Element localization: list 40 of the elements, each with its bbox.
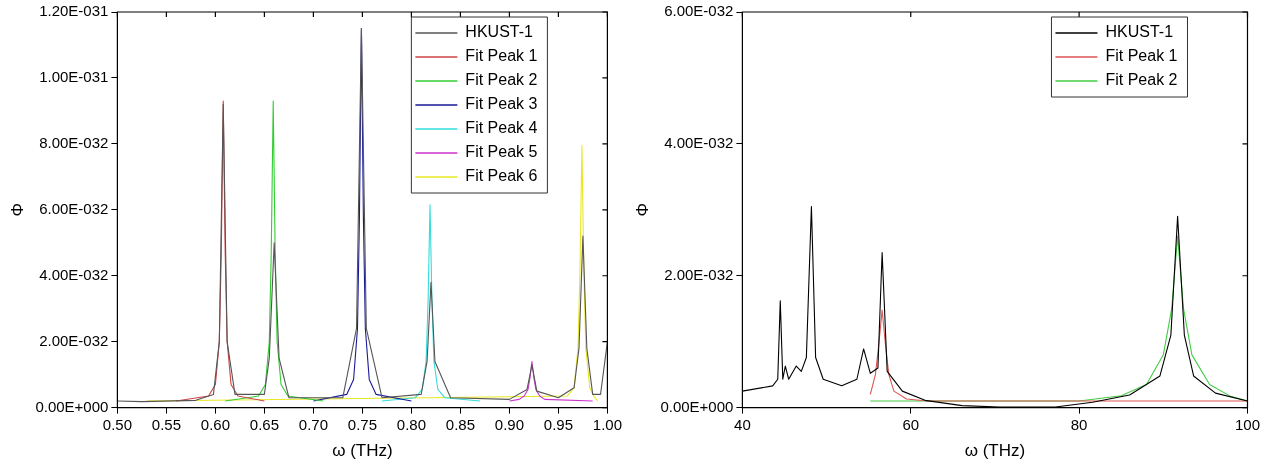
y-tick-label: 6.00E-032: [664, 2, 734, 20]
x-tick-label: 60: [902, 415, 920, 433]
legend-label: Fit Peak 2: [465, 71, 538, 89]
legend-label: Fit Peak 3: [465, 95, 538, 113]
y-tick-label: 4.00E-032: [39, 265, 109, 283]
y-tick-label: 8.00E-032: [39, 134, 109, 152]
x-tick-label: 0.55: [151, 415, 181, 433]
legend-label: Fit Peak 6: [465, 167, 538, 185]
legend-label: Fit Peak 1: [465, 47, 538, 65]
x-tick-label: 0.80: [396, 415, 426, 433]
x-tick-label: 0.95: [543, 415, 573, 433]
x-tick-label: 0.60: [200, 415, 230, 433]
x-tick-label: 0.70: [298, 415, 328, 433]
legend-label: Fit Peak 1: [1105, 47, 1178, 65]
y-tick-label: 2.00E-032: [664, 265, 734, 283]
x-tick-label: 80: [1070, 415, 1088, 433]
y-tick-label: 4.00E-032: [664, 134, 734, 152]
x-tick-label: 0.75: [347, 415, 377, 433]
x-tick-label: 0.85: [445, 415, 475, 433]
x-tick-label: 0.65: [249, 415, 279, 433]
legend-label: Fit Peak 5: [465, 143, 538, 161]
x-tick-label: 1.00: [592, 415, 622, 433]
x-axis-title: ω (THz): [332, 441, 393, 461]
x-tick-label: 100: [1234, 415, 1260, 433]
legend-label: HKUST-1: [1105, 23, 1174, 41]
y-tick-label: 1.20E-031: [39, 2, 109, 20]
legend-label: Fit Peak 2: [1105, 71, 1178, 89]
legend-label: Fit Peak 4: [465, 119, 538, 137]
y-tick-label: 2.00E-032: [39, 331, 109, 349]
y-tick-label: 1.00E-031: [39, 68, 109, 86]
x-tick-label: 40: [734, 415, 751, 433]
y-tick-label: 6.00E-032: [39, 199, 109, 217]
y-axis-title: Φ: [7, 203, 27, 217]
x-tick-label: 0.50: [102, 415, 132, 433]
y-tick-label: 0.00E+000: [660, 397, 734, 415]
x-tick-label: 0.90: [494, 415, 524, 433]
legend-label: HKUST-1: [465, 23, 534, 41]
y-tick-label: 0.00E+000: [35, 397, 109, 415]
x-axis-title: ω (THz): [964, 441, 1026, 461]
y-axis-title: Φ: [632, 203, 652, 217]
